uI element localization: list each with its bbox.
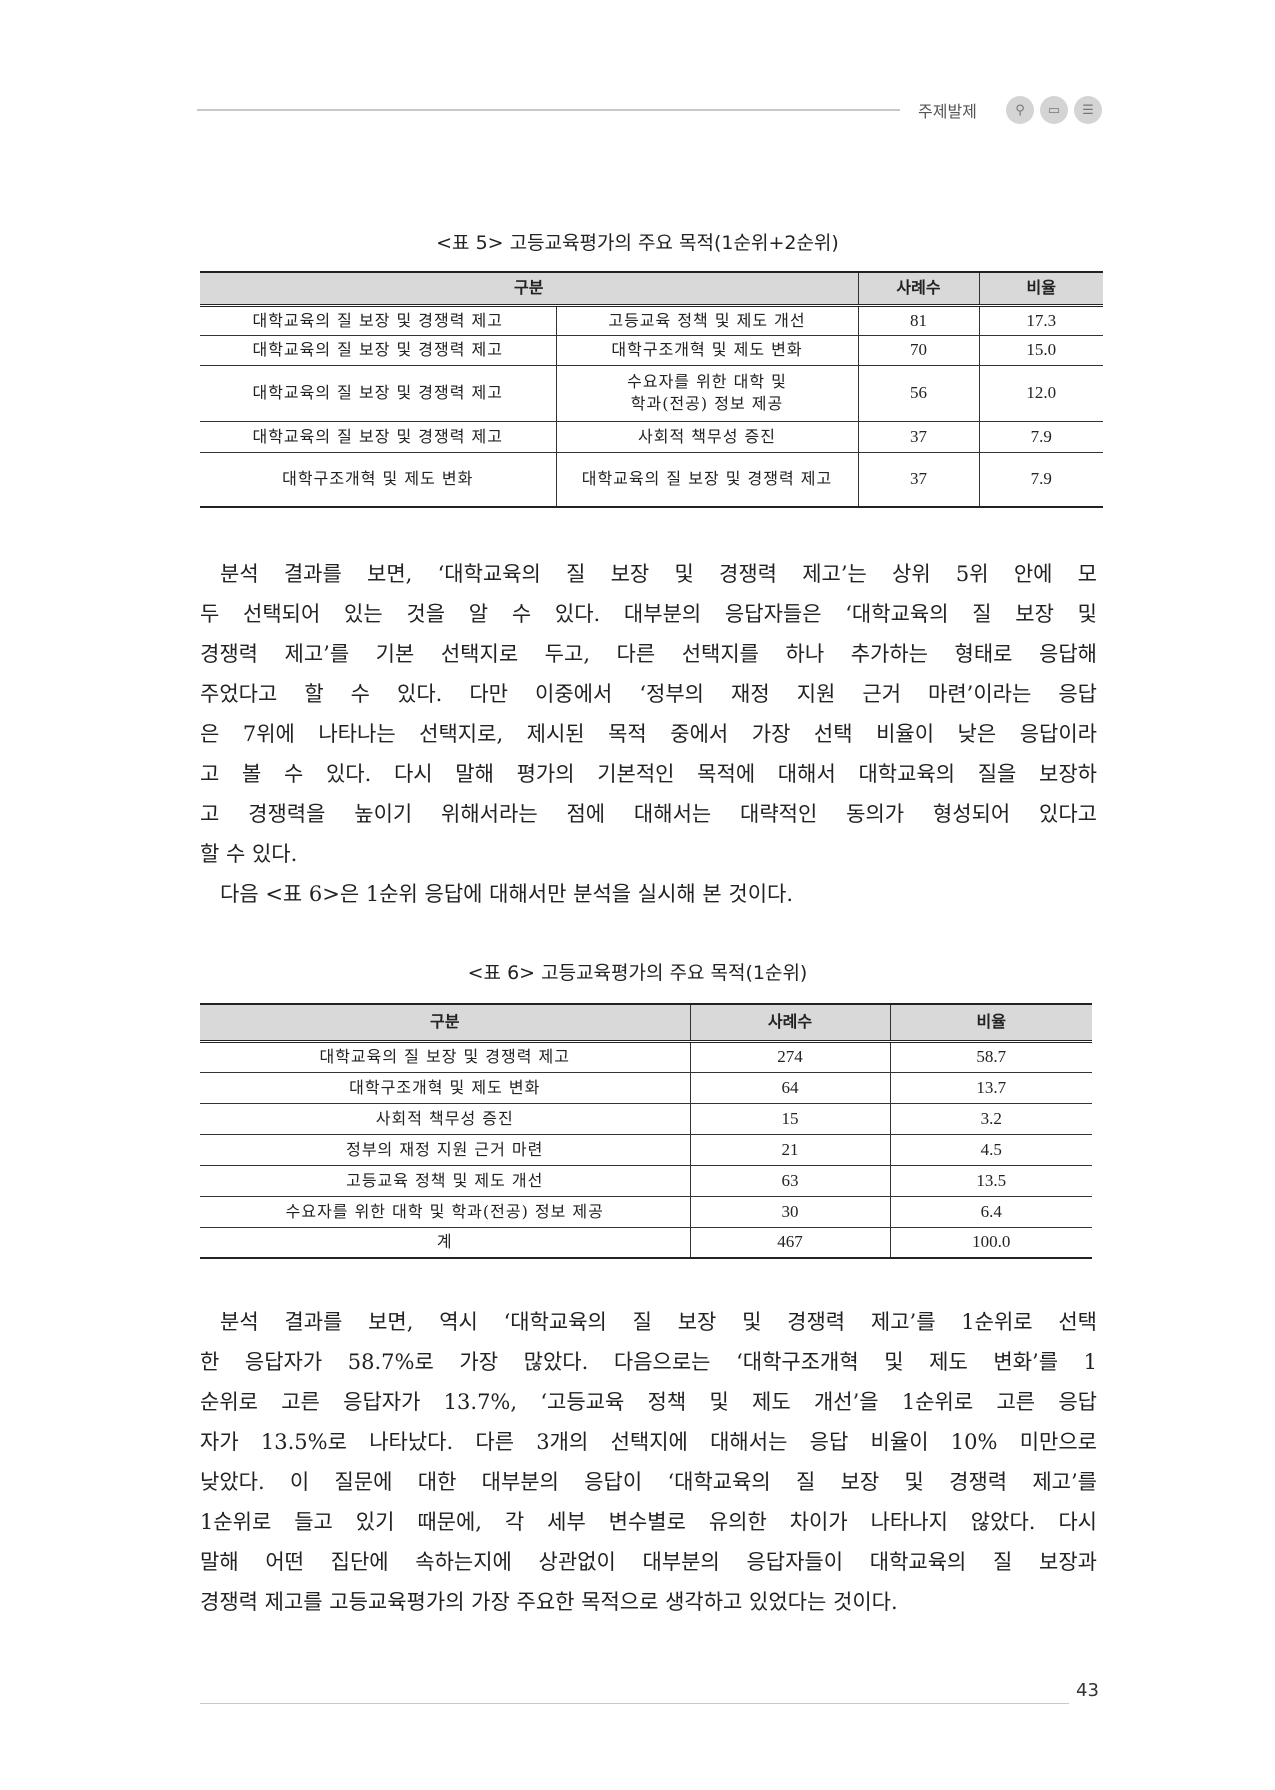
- text-line: 순위로 고른 응답자가 13.7%, ‘고등교육 정책 및 제도 개선’을 1순…: [200, 1390, 1097, 1414]
- text-line: 한 응답자가 58.7%로 가장 많았다. 다음으로는 ‘대학구조개혁 및 제도…: [200, 1350, 1097, 1374]
- second-choice: 대학구조개혁 및 제도 변화: [555, 335, 859, 366]
- table-row: 수요자를 위한 대학 및 학과(전공) 정보 제공 30 6.4: [200, 1196, 1092, 1228]
- count: 37: [857, 452, 980, 508]
- ratio: 100.0: [889, 1227, 1092, 1259]
- table-total-row: 계 467 100.0: [200, 1227, 1092, 1259]
- table5-header-row: 구분 사례수 비율: [200, 271, 1103, 307]
- count: 30: [689, 1196, 891, 1228]
- category: 사회적 책무성 증진: [200, 1103, 691, 1135]
- table-row: 정부의 재정 지원 근거 마련 21 4.5: [200, 1134, 1092, 1166]
- ratio: 7.9: [978, 421, 1103, 453]
- header-category: 구분: [200, 271, 859, 307]
- ratio: 7.9: [978, 452, 1103, 508]
- table-row: 대학교육의 질 보장 및 경쟁력 제고 대학구조개혁 및 제도 변화 70 15…: [200, 335, 1103, 366]
- table-row: 대학교육의 질 보장 및 경쟁력 제고 사회적 책무성 증진 37 7.9: [200, 421, 1103, 453]
- second-choice: 고등교육 정책 및 제도 개선: [555, 305, 859, 336]
- ratio: 58.7: [889, 1041, 1092, 1073]
- ratio: 15.0: [978, 335, 1103, 366]
- count: 56: [857, 365, 980, 422]
- text-line: 경쟁력 제고’를 기본 선택지로 두고, 다른 선택지를 하나 추가하는 형태로…: [200, 642, 1097, 666]
- header-ratio: 비율: [978, 271, 1103, 307]
- table6-header-row: 구분 사례수 비율: [200, 1003, 1092, 1043]
- count: 467: [689, 1227, 891, 1259]
- category: 정부의 재정 지원 근거 마련: [200, 1134, 691, 1166]
- second-choice: 사회적 책무성 증진: [555, 421, 859, 453]
- text-line: 두 선택되어 있는 것을 알 수 있다. 대부분의 응답자들은 ‘대학교육의 질…: [200, 602, 1097, 626]
- second-choice: 대학교육의 질 보장 및 경쟁력 제고: [555, 452, 859, 508]
- table5-caption: <표 5> 고등교육평가의 주요 목적(1순위+2순위): [436, 232, 839, 254]
- header-ratio: 비율: [889, 1003, 1092, 1043]
- ratio: 17.3: [978, 305, 1103, 336]
- text-line: 할 수 있다.: [200, 842, 298, 866]
- category: 수요자를 위한 대학 및 학과(전공) 정보 제공: [200, 1196, 691, 1228]
- header-count: 사례수: [857, 271, 980, 307]
- search-icon: ⚲: [1006, 96, 1034, 124]
- table6: 구분 사례수 비율 대학교육의 질 보장 및 경쟁력 제고 274 58.7 대학구…: [200, 1003, 1092, 1259]
- first-choice: 대학교육의 질 보장 및 경쟁력 제고: [200, 421, 557, 453]
- text-line: 낮았다. 이 질문에 대한 대부분의 응답이 ‘대학교육의 질 보장 및 경쟁력…: [200, 1470, 1097, 1494]
- first-choice: 대학구조개혁 및 제도 변화: [200, 452, 557, 508]
- category: 대학교육의 질 보장 및 경쟁력 제고: [200, 1041, 691, 1073]
- text-line: 고 볼 수 있다. 다시 말해 평가의 기본적인 목적에 대해서 대학교육의 질…: [200, 762, 1097, 786]
- table-row: 대학교육의 질 보장 및 경쟁력 제고 274 58.7: [200, 1041, 1092, 1073]
- text-line: 1순위로 들고 있기 때문에, 각 세부 변수별로 유의한 차이가 나타나지 않…: [200, 1510, 1097, 1534]
- text-line: 고 경쟁력을 높이기 위해서라는 점에 대해서는 대략적인 동의가 형성되어 있…: [200, 802, 1097, 826]
- count: 70: [857, 335, 980, 366]
- count: 81: [857, 305, 980, 336]
- second-choice: 수요자를 위한 대학 및 학과(전공) 정보 제공: [555, 365, 859, 422]
- ratio: 13.7: [889, 1072, 1092, 1104]
- first-choice: 대학교육의 질 보장 및 경쟁력 제고: [200, 365, 557, 422]
- text-line: 자가 13.5%로 나타났다. 다른 3개의 선택지에 대해서는 응답 비율이 …: [200, 1430, 1097, 1454]
- text-line: 말해 어떤 집단에 속하는지에 상관없이 대부분의 응답자들이 대학교육의 질 …: [200, 1550, 1097, 1574]
- analysis-paragraph-2: 분석 결과를 보면, 역시 ‘대학교육의 질 보장 및 경쟁력 제고’를 1순위…: [200, 1302, 1097, 1622]
- first-choice: 대학교육의 질 보장 및 경쟁력 제고: [200, 305, 557, 336]
- list-icon: ☰: [1074, 96, 1102, 124]
- monitor-icon: ▭: [1040, 96, 1068, 124]
- page-number: 43: [1076, 1680, 1099, 1701]
- table-row: 사회적 책무성 증진 15 3.2: [200, 1103, 1092, 1135]
- category: 계: [200, 1227, 691, 1259]
- text-line: 분석 결과를 보면, 역시 ‘대학교육의 질 보장 및 경쟁력 제고’를 1순위…: [220, 1310, 1097, 1334]
- table-row: 대학구조개혁 및 제도 변화 대학교육의 질 보장 및 경쟁력 제고 37 7.…: [200, 452, 1103, 508]
- header-icons: ⚲ ▭ ☰: [1006, 96, 1102, 124]
- analysis-paragraph-1: 분석 결과를 보면, ‘대학교육의 질 보장 및 경쟁력 제고’는 상위 5위 …: [200, 554, 1097, 914]
- header-rule: [197, 109, 900, 111]
- footer-rule: [200, 1703, 1069, 1704]
- category: 대학구조개혁 및 제도 변화: [200, 1072, 691, 1104]
- text-line: 분석 결과를 보면, ‘대학교육의 질 보장 및 경쟁력 제고’는 상위 5위 …: [220, 562, 1097, 586]
- header-category: 구분: [200, 1003, 691, 1043]
- count: 274: [689, 1041, 891, 1073]
- ratio: 12.0: [978, 365, 1103, 422]
- text-line: 주었다고 할 수 있다. 다만 이중에서 ‘정부의 재정 지원 근거 마련’이라…: [200, 682, 1097, 706]
- ratio: 4.5: [889, 1134, 1092, 1166]
- table-row: 대학교육의 질 보장 및 경쟁력 제고 고등교육 정책 및 제도 개선 81 1…: [200, 305, 1103, 336]
- table-row: 고등교육 정책 및 제도 개선 63 13.5: [200, 1165, 1092, 1197]
- table5: 구분 사례수 비율 대학교육의 질 보장 및 경쟁력 제고 고등교육 정책 및 …: [200, 271, 1103, 508]
- ratio: 6.4: [889, 1196, 1092, 1228]
- text-line: 은 7위에 나타나는 선택지로, 제시된 목적 중에서 가장 선택 비율이 낮은…: [200, 722, 1097, 746]
- count: 64: [689, 1072, 891, 1104]
- first-choice: 대학교육의 질 보장 및 경쟁력 제고: [200, 335, 557, 366]
- count: 37: [857, 421, 980, 453]
- text-line: 다음 <표 6>은 1순위 응답에 대해서만 분석을 실시해 본 것이다.: [220, 882, 794, 906]
- count: 63: [689, 1165, 891, 1197]
- count: 15: [689, 1103, 891, 1135]
- text-line: 경쟁력 제고를 고등교육평가의 가장 주요한 목적으로 생각하고 있었다는 것이…: [200, 1590, 898, 1614]
- ratio: 3.2: [889, 1103, 1092, 1135]
- category: 고등교육 정책 및 제도 개선: [200, 1165, 691, 1197]
- ratio: 13.5: [889, 1165, 1092, 1197]
- header-count: 사례수: [689, 1003, 891, 1043]
- table-row: 대학교육의 질 보장 및 경쟁력 제고 수요자를 위한 대학 및 학과(전공) …: [200, 365, 1103, 422]
- section-label: 주제발제: [918, 102, 977, 121]
- table6-caption: <표 6> 고등교육평가의 주요 목적(1순위): [467, 962, 808, 984]
- table-row: 대학구조개혁 및 제도 변화 64 13.7: [200, 1072, 1092, 1104]
- count: 21: [689, 1134, 891, 1166]
